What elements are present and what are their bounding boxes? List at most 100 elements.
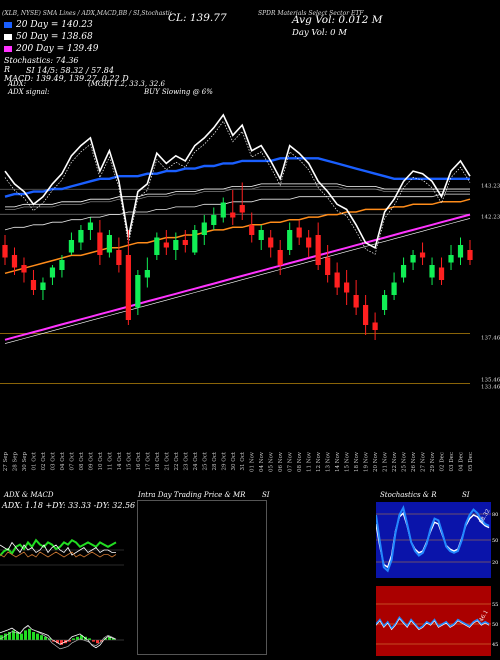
- date-label: 22 Oct: [174, 451, 180, 470]
- date-label: 08 Oct: [79, 451, 85, 470]
- candle-body: [21, 265, 27, 273]
- candle-body: [106, 235, 112, 253]
- mrsi-line: [376, 616, 490, 630]
- bollinger-inner-line: [4, 218, 471, 344]
- candle-body: [400, 265, 407, 278]
- sma50-line: [5, 183, 470, 208]
- candle-body: [353, 295, 359, 308]
- date-label: 10 Oct: [98, 451, 104, 470]
- date-label: 27 Nov: [421, 451, 427, 472]
- macd-histogram-bar: [12, 630, 15, 640]
- price-level-label: 133.46: [481, 385, 500, 391]
- adx-macd-panel: [0, 538, 124, 650]
- adx-panel-values: ADX: 1.18 +DY: 33.33 -DY: 32.56: [2, 501, 136, 510]
- price-level-label: 137.46: [481, 336, 500, 342]
- candle-body: [249, 225, 255, 235]
- candle-body: [68, 240, 75, 253]
- candle-body: [391, 282, 397, 295]
- date-label: 15 Oct: [126, 451, 132, 470]
- sma50-shadow-line: [5, 186, 470, 210]
- candle-body: [59, 260, 65, 270]
- candle-body: [325, 257, 331, 275]
- date-label: 28 Oct: [212, 451, 218, 470]
- date-label: 05 Nov: [269, 451, 275, 472]
- candle-body: [144, 270, 150, 278]
- intraday-title: Intra Day Trading Price & MR: [138, 491, 246, 499]
- sma20-line: [4, 157, 470, 198]
- adx-label: ADX:: [8, 80, 27, 88]
- macd-histogram-bar: [24, 630, 27, 640]
- candle-body: [116, 250, 122, 265]
- candle-body: [97, 232, 103, 255]
- adx-values: (MGR) 1.2, 33.3, 32.6: [88, 80, 165, 88]
- date-label: 16 Oct: [136, 451, 142, 470]
- date-label: 05 Dec: [468, 452, 474, 472]
- candle-body: [448, 255, 454, 263]
- macd-histogram-bar: [104, 638, 107, 640]
- adx-signal-label: ADX signal:: [8, 88, 50, 96]
- macd-histogram-bar: [72, 638, 75, 640]
- macd-histogram-bar: [96, 640, 99, 644]
- sma50-label: 50 Day = 138.68: [16, 32, 93, 42]
- date-label: 15 Nov: [345, 451, 351, 472]
- candle-body: [11, 255, 18, 268]
- adx-macd-title: ADX & MACD: [4, 491, 54, 499]
- stochastic-k-line: [376, 505, 490, 573]
- date-label: 14 Oct: [117, 451, 123, 470]
- candle-body: [334, 272, 340, 288]
- date-label: 17 Oct: [145, 451, 151, 470]
- stochastics-si: SI: [462, 491, 470, 499]
- mrsi-level-label: 55: [492, 602, 498, 608]
- security-name: SPDR Materials Select Sector ETF: [258, 10, 364, 17]
- macd-histogram-bar: [76, 636, 79, 640]
- date-label: 26 Nov: [411, 451, 417, 472]
- macd-histogram-bar: [4, 633, 7, 640]
- minus-di-line: [0, 541, 116, 556]
- candle-body: [258, 230, 264, 240]
- sma100-line: [4, 193, 470, 231]
- si-text: SI 14/5: 58.32 / 57.84: [26, 66, 114, 75]
- date-label: 22 Nov: [392, 451, 398, 472]
- macd-histogram-bar: [68, 640, 71, 642]
- candle-body: [268, 237, 274, 248]
- candle-body: [192, 230, 198, 253]
- candle-body: [239, 205, 245, 213]
- intraday-panel: [137, 500, 267, 655]
- date-label: 01 Nov: [250, 451, 256, 472]
- date-label: 18 Oct: [155, 451, 161, 470]
- bb-r-label: R: [4, 65, 11, 74]
- candle-body: [230, 212, 236, 218]
- price-level-label: 142.23: [481, 214, 500, 220]
- macd-signal-line: [0, 625, 117, 650]
- date-label: 30 Oct: [231, 451, 237, 470]
- candle-body: [410, 255, 416, 263]
- date-label: 14 Nov: [335, 451, 341, 472]
- date-label: 24 Oct: [193, 451, 199, 470]
- candle-body: [429, 265, 435, 278]
- macd-histogram-bar: [36, 633, 39, 640]
- date-label: 03 Oct: [50, 451, 56, 470]
- date-label: 19 Nov: [364, 451, 370, 472]
- candle-body: [344, 282, 350, 293]
- date-label: 12 Nov: [316, 451, 322, 472]
- sma20-label: 20 Day = 140.23: [16, 20, 93, 30]
- date-label: 30 Sep: [22, 452, 28, 472]
- date-label: 20 Nov: [373, 451, 379, 472]
- candle-body: [457, 245, 464, 258]
- macd-histogram-bar: [56, 640, 59, 644]
- date-label: 29 Nov: [430, 451, 436, 472]
- date-label: 07 Nov: [288, 451, 294, 472]
- candle-body: [372, 322, 378, 330]
- candle-body: [49, 267, 56, 278]
- date-label: 04 Dec: [459, 452, 465, 472]
- macd-histogram-bar: [112, 638, 115, 640]
- date-label: 29 Oct: [221, 451, 227, 470]
- macd-histogram-bar: [16, 632, 19, 640]
- candle-body: [277, 250, 283, 265]
- candle-body: [296, 227, 302, 238]
- candle-body: [182, 240, 188, 245]
- candle-body: [87, 222, 94, 230]
- sma200-swatch: [4, 46, 12, 52]
